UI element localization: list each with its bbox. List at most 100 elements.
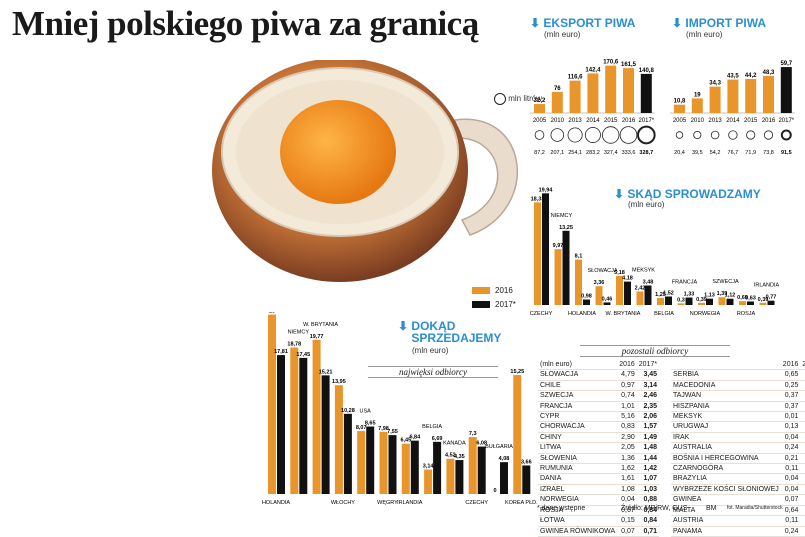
export-value-label: 170,6 — [603, 60, 619, 66]
export-country-bar-2017 — [522, 465, 531, 494]
export-country-country-label: W. BRYTANIA — [303, 322, 338, 328]
table-cell: 0,74 — [621, 392, 635, 400]
table-cell: 0,18 — [800, 453, 805, 463]
table-cell: 0,13 — [800, 484, 805, 494]
arrow-down-icon: ⬇ — [672, 16, 683, 30]
import-country-value-2016: 18,33 — [531, 196, 545, 202]
import-bar — [674, 104, 685, 113]
circle-icon — [494, 93, 506, 105]
table-cell: 4,79 — [621, 371, 635, 379]
export-country-value-2016: 6,45 — [400, 438, 411, 444]
export-country-country-label: WĘGRY — [377, 500, 398, 506]
import-country-bar-2016 — [739, 301, 746, 305]
table-cell: 1,44 — [643, 454, 658, 462]
import-country-bar-2017 — [583, 299, 590, 305]
import-country-bar-2016 — [636, 291, 644, 305]
table-cell: 0,24 — [784, 444, 799, 452]
export-country-country-label: WŁOCHY — [331, 500, 355, 506]
legend-item-2016: 2016 — [472, 286, 516, 295]
export-country-country-label: NIEMCY — [288, 330, 310, 336]
import-volume-circle — [710, 130, 720, 140]
export-country-value-2016: 3,14 — [423, 464, 435, 470]
import-heading: ⬇ IMPORT PIWA — [672, 16, 767, 30]
table-cell: 0,22 — [800, 432, 805, 442]
import-bar — [727, 79, 739, 113]
table-cell: 5,16 — [621, 413, 635, 421]
table-cell: 1,48 — [643, 444, 658, 452]
import-country-value-2017: 1,33 — [684, 292, 695, 298]
export-bar — [623, 68, 634, 113]
page-title: Mniej polskiego piwa za granicą — [12, 4, 479, 43]
import-country-value-2016: 0,3 — [677, 297, 685, 303]
table-cell: 2,06 — [643, 413, 658, 421]
export-countries-unit: (mln euro) — [412, 346, 449, 355]
beer-mug-illustration — [212, 60, 518, 282]
table-cell: 0,24 — [784, 527, 799, 535]
table-cell: 2,90 — [621, 433, 635, 441]
export-country-value-2017: 4,08 — [499, 456, 510, 462]
import-country-bar-2016 — [616, 275, 623, 305]
import-country-bar-2016 — [759, 302, 767, 305]
export-volume-label: 254,1 — [568, 150, 582, 156]
import-bar — [763, 75, 774, 113]
import-country-country-label: NIEMCY — [551, 213, 573, 219]
table-row: MALTA 0,640,11 — [671, 505, 805, 516]
legend: 2016 2017* — [472, 286, 516, 309]
table-cell: 0,64 — [784, 506, 799, 514]
table-row: TAJWAN 0,370,39 — [671, 391, 805, 402]
import-country-bar-2016 — [595, 286, 603, 305]
table-cell: 0,04 — [784, 475, 799, 483]
table-cell: GWINEA RÓWNIKOWA — [540, 527, 616, 535]
export-volume-circle — [567, 127, 583, 143]
export-bar-chart: 32,2 2005 87,2 76 2010 207,1 116,6 2013 254,1 142… — [530, 60, 656, 156]
import-bar — [780, 67, 792, 113]
import-country-bar-2016 — [698, 302, 705, 305]
table-cell: 1,57 — [643, 423, 658, 431]
table-row: GWINEA RÓWNIKOWA 0,07 0,71 — [538, 526, 660, 537]
import-volume-label: 73,8 — [763, 150, 774, 156]
table-cell: 0,25 — [784, 381, 799, 389]
export-bar — [640, 73, 652, 113]
table-row: SZWECJA 0,74 2,46 — [538, 391, 660, 402]
table-header-cell: 2017* — [802, 361, 805, 368]
export-country-bar-2016 — [446, 458, 455, 494]
import-country-value-2017: 13,25 — [559, 225, 573, 231]
table-cell: 0,04 — [621, 496, 635, 504]
export-country-value-2016: 23 — [269, 312, 275, 315]
table-row: MACEDONIA 0,250,51 — [671, 380, 805, 391]
export-country-value-2017: 6,08 — [476, 441, 487, 447]
import-country-bar-2017 — [562, 230, 570, 305]
import-country-country-label: HOLANDIA — [568, 311, 596, 317]
table-cell: 0,84 — [643, 506, 658, 514]
table-cell: 0,23 — [800, 422, 805, 432]
table-cell: SŁOWENIA — [540, 454, 577, 462]
export-volume-label: 328,7 — [639, 150, 653, 156]
import-country-bar-2017 — [542, 193, 549, 305]
export-country-country-label: IRLANDIA — [397, 500, 423, 506]
export-volume-circle — [602, 126, 620, 144]
table-row: ROSJA 0,67 0,84 — [538, 505, 660, 516]
table-cell: 1,01 — [621, 402, 635, 410]
table-row: SŁOWACJA 4,79 3,45 — [538, 370, 660, 381]
export-country-value-2017: 6,69 — [432, 436, 443, 442]
export-value-label: 32,2 — [534, 98, 546, 104]
import-country-country-label: NORWEGIA — [690, 311, 721, 317]
legend-item-2017: 2017* — [472, 300, 516, 309]
import-year-label: 2005 — [673, 118, 687, 124]
import-volume-circle — [728, 130, 738, 140]
table-cell: 0,65 — [784, 371, 799, 379]
import-volume-circle — [746, 130, 756, 140]
export-country-value-2016: 8,07 — [356, 425, 367, 431]
table-cell: 0,33 — [800, 401, 805, 411]
table-cell: 1,36 — [621, 454, 635, 462]
export-volume-label: 207,1 — [550, 150, 564, 156]
table-cell: 0,07 — [784, 496, 799, 504]
table-cell: WYBRZEŻE KOŚCI SŁONIOWEJ — [673, 485, 779, 493]
import-bar — [709, 86, 721, 113]
other-buyers-table-left: (mln euro) 2016 2017* SŁOWACJA 4,79 3,45 CHILE… — [538, 360, 660, 537]
table-cell: 0,15 — [621, 517, 635, 525]
import-volume-label: 54,2 — [710, 150, 721, 156]
export-volume-circle — [550, 128, 565, 142]
table-row: BRAZYLIA 0,040,13 — [671, 474, 805, 485]
table-cell: 0,83 — [621, 423, 635, 431]
